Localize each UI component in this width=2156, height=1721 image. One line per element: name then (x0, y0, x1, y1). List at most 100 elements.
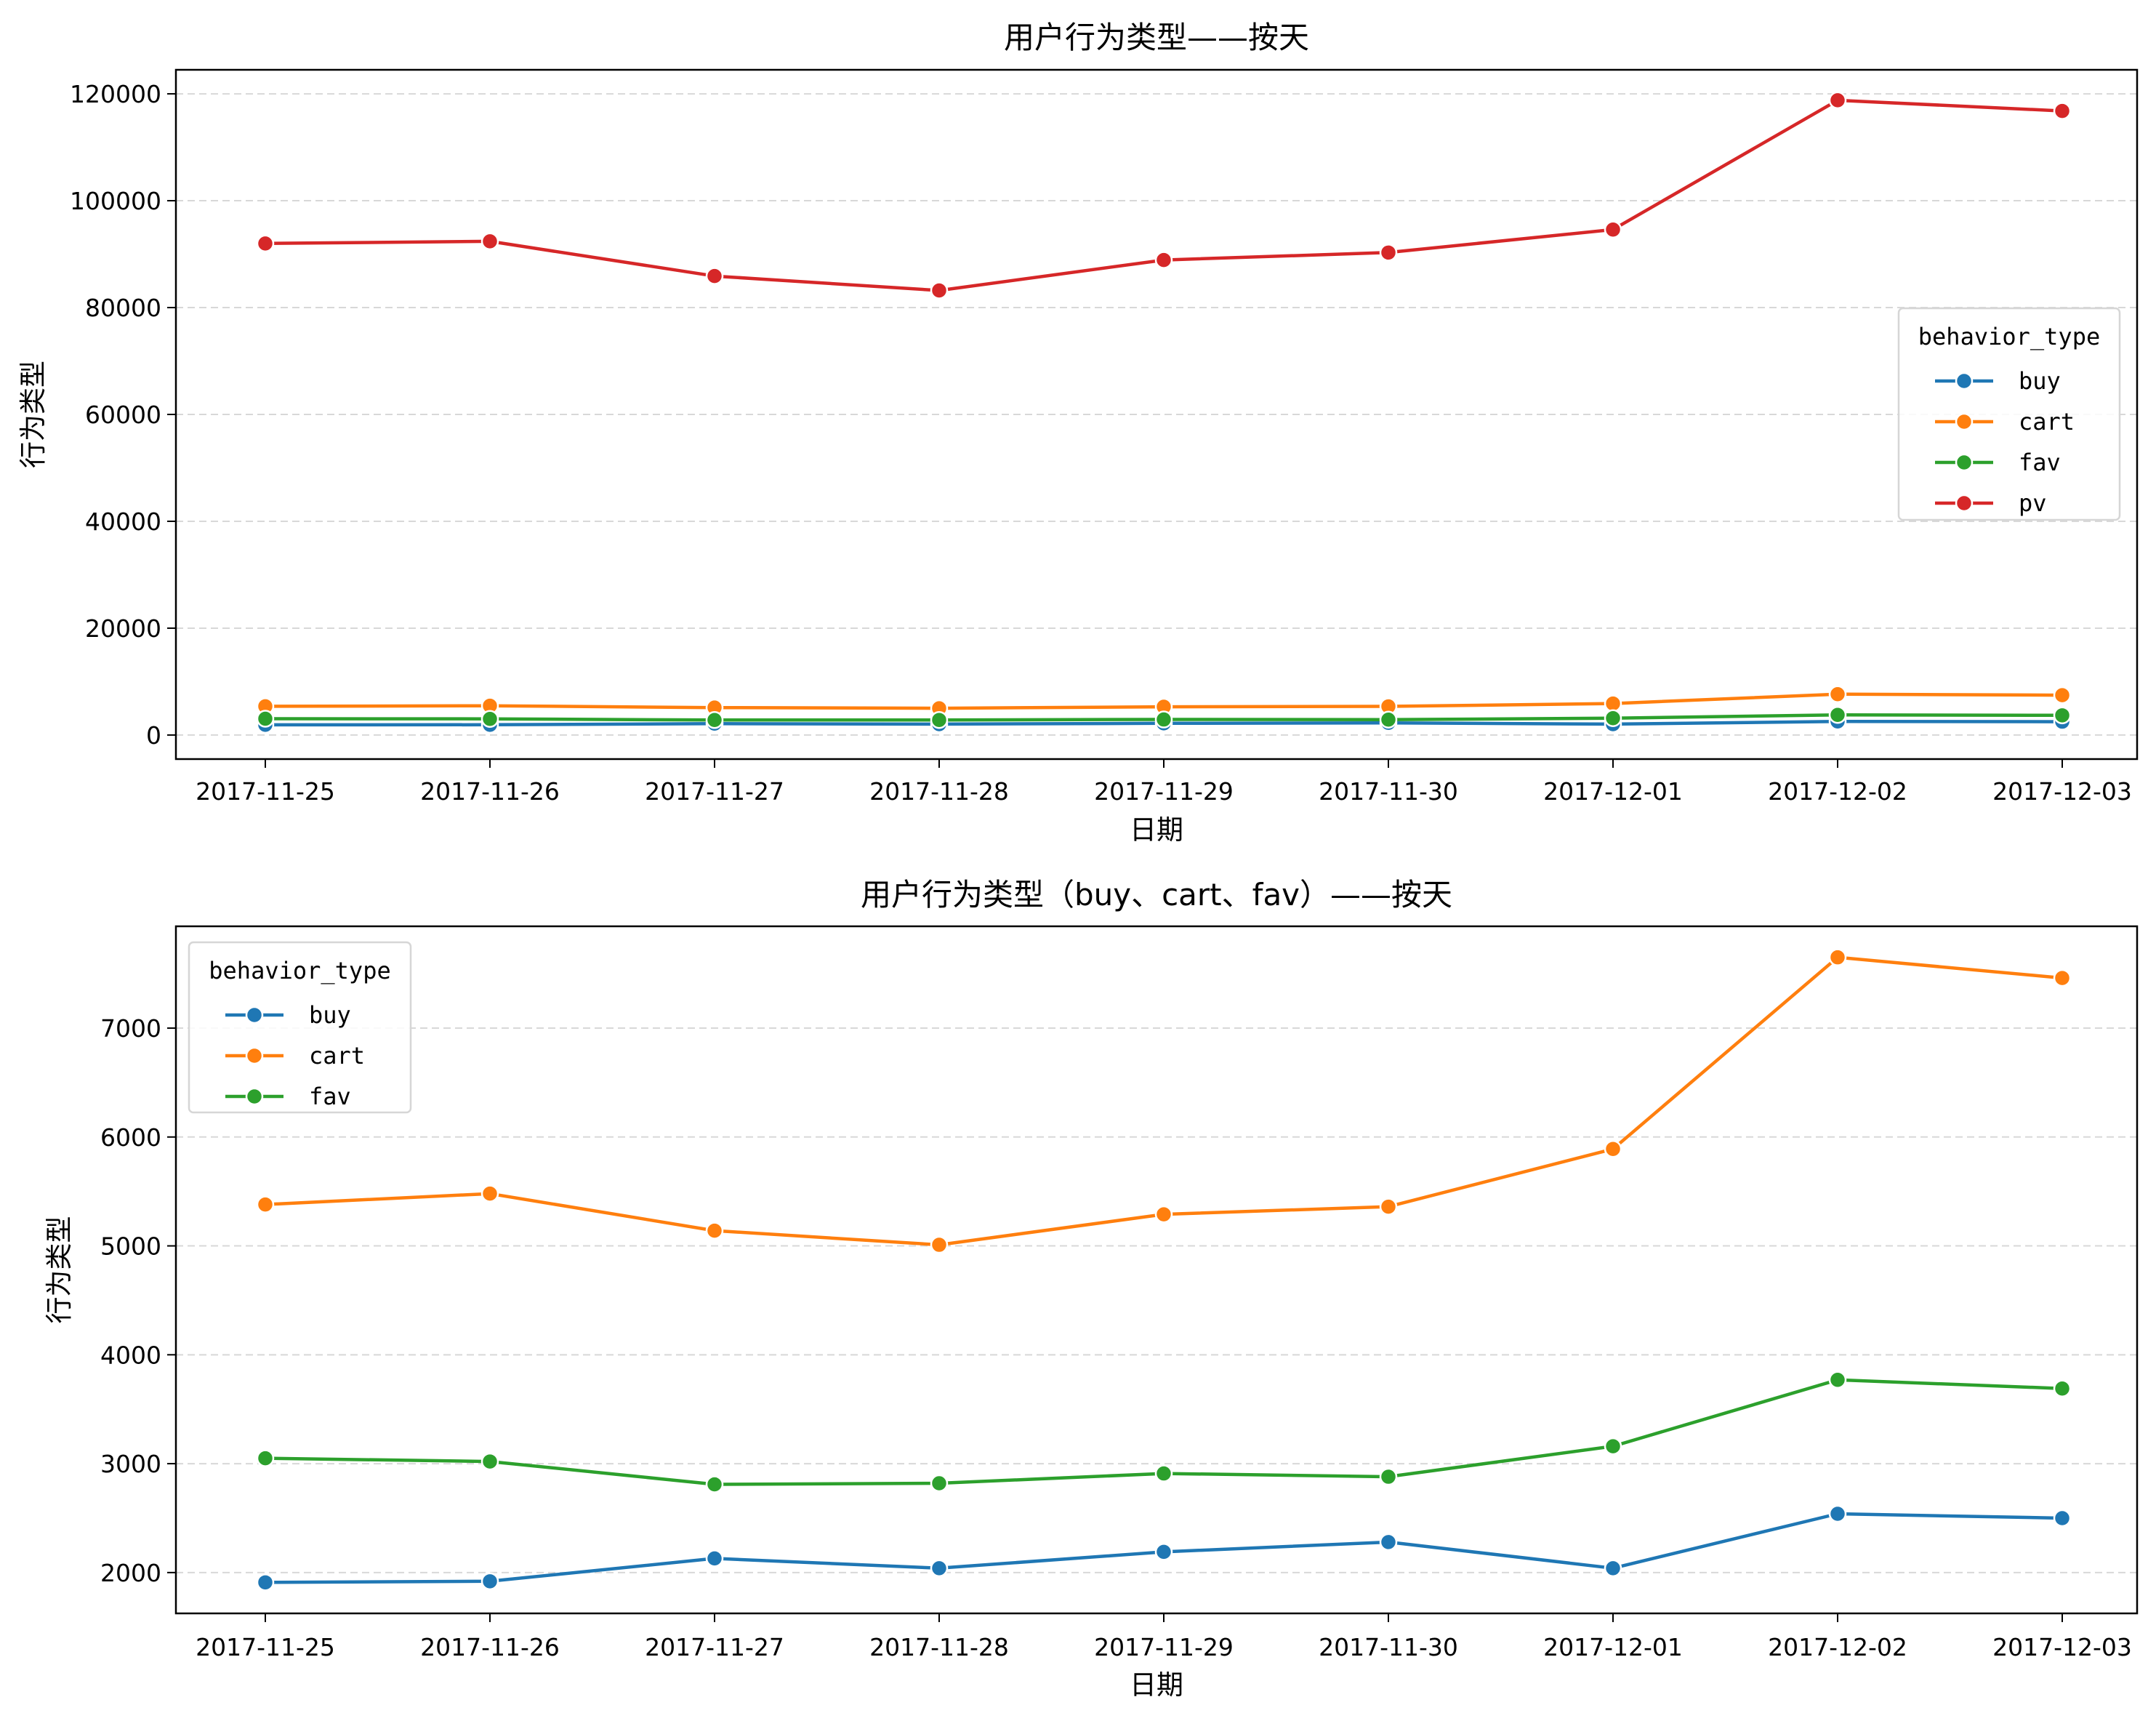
legend-title: behavior_type (1918, 323, 2100, 350)
legend-marker-cart (245, 1046, 264, 1065)
x-tick-label: 2017-11-26 (420, 777, 560, 806)
legend-label-pv: pv (2019, 489, 2047, 517)
data-point-buy (930, 1559, 949, 1578)
chart-title: 用户行为类型（buy、cart、fav）——按天 (861, 877, 1452, 912)
chart-title: 用户行为类型——按天 (1004, 20, 1309, 55)
data-point-cart (1828, 685, 1847, 703)
series-pv (256, 91, 2072, 300)
x-tick-label: 2017-11-25 (196, 777, 335, 806)
y-tick-label: 3000 (100, 1450, 161, 1478)
y-tick-label: 60000 (85, 401, 161, 429)
x-tick-label: 2017-12-03 (1992, 1633, 2132, 1661)
x-tick-label: 2017-12-01 (1543, 777, 1683, 806)
y-tick-label: 120000 (70, 80, 161, 108)
x-axis-label: 日期 (1130, 814, 1183, 846)
x-tick-label: 2017-11-30 (1319, 1633, 1458, 1661)
series-fav (256, 1371, 2072, 1493)
chart-daily-behavior-buy-cart-fav: 用户行为类型（buy、cart、fav）——按天 2000 3000 4000 5000… (44, 877, 2139, 1701)
data-point-cart (2053, 686, 2072, 705)
x-tick-label: 2017-11-30 (1319, 777, 1458, 806)
legend-marker-cart (1955, 412, 1974, 431)
x-tick-label: 2017-11-26 (420, 1633, 560, 1661)
data-point-fav (1828, 705, 1847, 724)
y-tick-label: 2000 (100, 1559, 161, 1587)
data-point-cart (256, 1195, 275, 1213)
legend-box (1897, 307, 2121, 521)
data-point-cart (1604, 1140, 1622, 1158)
data-point-fav (1828, 1371, 1847, 1389)
data-point-fav (930, 710, 949, 729)
plot-frame (174, 925, 2139, 1615)
legend-label-buy: buy (2019, 367, 2061, 395)
legend-marker-buy (1955, 372, 1974, 390)
legend-label-fav: fav (309, 1083, 351, 1110)
data-point-pv (1379, 244, 1398, 262)
data-point-buy (1828, 1504, 1847, 1523)
x-tick-label: 2017-12-02 (1768, 1633, 1907, 1661)
legend-marker-buy (245, 1006, 264, 1024)
data-point-cart (2053, 968, 2072, 987)
data-point-fav (1154, 1464, 1173, 1483)
data-point-cart (480, 1184, 499, 1203)
data-point-buy (1379, 1533, 1398, 1552)
data-point-cart (1604, 694, 1622, 713)
y-tick-label: 4000 (100, 1341, 161, 1369)
x-tick-label: 2017-11-29 (1094, 1633, 1234, 1661)
y-tick-label: 6000 (100, 1123, 161, 1152)
data-point-buy (1604, 1559, 1622, 1578)
data-point-pv (2053, 102, 2072, 120)
chart-daily-behavior-all: 用户行为类型——按天 0 20000 40000 60000 80000 100000 120… (17, 20, 2139, 846)
data-point-pv (480, 232, 499, 251)
x-axis-label: 日期 (1130, 1669, 1183, 1701)
data-point-fav (1604, 1437, 1622, 1456)
data-point-fav (480, 710, 499, 728)
data-point-fav (256, 710, 275, 728)
y-tick-label: 100000 (70, 187, 161, 215)
legend-marker-fav (245, 1087, 264, 1106)
legend-marker-pv (1955, 494, 1974, 513)
data-point-fav (930, 1474, 949, 1493)
y-tick-label: 80000 (85, 294, 161, 322)
data-point-fav (1154, 710, 1173, 729)
data-point-fav (1379, 1467, 1398, 1486)
y-axis-label: 行为类型 (17, 361, 49, 468)
data-point-cart (705, 1221, 724, 1240)
data-point-buy (705, 1549, 724, 1568)
data-point-pv (930, 281, 949, 300)
y-tick-label: 20000 (85, 614, 161, 643)
x-tick-label: 2017-11-28 (869, 1633, 1009, 1661)
plot-frame (174, 68, 2139, 761)
data-point-fav (1604, 709, 1622, 727)
data-point-pv (705, 267, 724, 285)
data-point-cart (1379, 1198, 1398, 1216)
data-point-fav (2053, 706, 2072, 725)
data-point-cart (930, 1235, 949, 1254)
legend-title: behavior_type (209, 957, 390, 984)
x-tick-label: 2017-11-29 (1094, 777, 1234, 806)
data-point-pv (256, 234, 275, 253)
data-point-fav (2053, 1379, 2072, 1397)
data-point-fav (1379, 710, 1398, 729)
data-point-buy (1154, 1543, 1173, 1561)
y-axis-label: 行为类型 (44, 1216, 75, 1324)
data-point-fav (256, 1449, 275, 1467)
legend-label-fav: fav (2019, 449, 2061, 476)
legend-label-cart: cart (2019, 408, 2075, 436)
series-fav (256, 705, 2072, 729)
data-point-fav (480, 1452, 499, 1471)
x-tick-label: 2017-12-03 (1992, 777, 2132, 806)
data-point-cart (1154, 1205, 1173, 1224)
legend-label-buy: buy (309, 1001, 351, 1029)
x-tick-label: 2017-11-27 (645, 777, 784, 806)
y-tick-label: 40000 (85, 508, 161, 536)
y-tick-label: 5000 (100, 1232, 161, 1261)
y-tick-label: 0 (146, 721, 161, 750)
legend-marker-fav (1955, 453, 1974, 472)
data-point-pv (1154, 251, 1173, 269)
legend-box (188, 941, 412, 1114)
data-point-pv (1828, 91, 1847, 110)
data-point-buy (256, 1573, 275, 1592)
y-tick-label: 7000 (100, 1014, 161, 1043)
